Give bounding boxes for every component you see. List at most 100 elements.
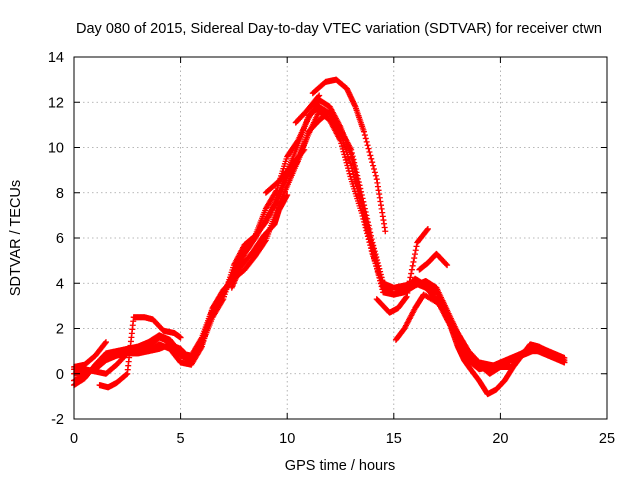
- x-tick-label: 10: [279, 431, 295, 447]
- chart-title: Day 080 of 2015, Sidereal Day-to-day VTE…: [76, 21, 602, 37]
- data-point: [369, 159, 376, 166]
- data-point: [353, 169, 360, 176]
- data-point: [373, 263, 380, 270]
- data-point: [371, 165, 378, 172]
- data-point: [443, 261, 450, 268]
- data-point: [405, 286, 412, 293]
- y-tick-label: 4: [56, 276, 64, 292]
- data-point: [424, 225, 431, 232]
- x-tick-label: 25: [599, 431, 615, 447]
- data-point: [300, 147, 307, 154]
- y-tick-label: 12: [48, 95, 64, 111]
- data-point: [355, 179, 362, 186]
- data-point: [375, 271, 382, 278]
- data-point: [348, 165, 355, 172]
- grid-lines: [74, 57, 607, 419]
- data-point: [353, 182, 360, 189]
- data-point: [366, 149, 373, 156]
- x-axis-label: GPS time / hours: [285, 458, 395, 474]
- y-axis-label: SDTVAR / TECUs: [8, 180, 24, 296]
- data-point: [444, 262, 451, 269]
- data-point: [411, 255, 418, 262]
- y-tick-label: -2: [51, 412, 64, 428]
- data-point: [363, 222, 370, 229]
- data-point: [364, 225, 371, 232]
- data-point: [544, 348, 551, 355]
- data-point: [355, 175, 362, 182]
- y-tick-labels: -2 0 2 4 6 8 10 12 14: [48, 50, 64, 428]
- data-point: [372, 172, 379, 179]
- data-point: [102, 339, 109, 346]
- data-point: [379, 286, 386, 293]
- data-point: [377, 280, 384, 287]
- data-point: [315, 93, 322, 100]
- data-point: [363, 138, 370, 145]
- data-point: [374, 266, 381, 273]
- data-point: [358, 203, 365, 210]
- x-tick-label: 0: [70, 431, 78, 447]
- data-point: [424, 226, 431, 233]
- data-point: [284, 192, 291, 199]
- y-tick-label: 8: [56, 186, 64, 202]
- data-point: [376, 274, 383, 281]
- y-tick-label: 6: [56, 231, 64, 247]
- data-point: [316, 92, 323, 99]
- data-point: [367, 242, 374, 249]
- series-pass-segments: [71, 76, 551, 398]
- data-point: [362, 219, 369, 226]
- data-point: [368, 245, 375, 252]
- data-point: [377, 277, 384, 284]
- data-point: [351, 177, 358, 184]
- y-tick-label: 10: [48, 141, 64, 157]
- y-tick-label: 14: [48, 50, 64, 66]
- data-point: [406, 278, 413, 285]
- data-point: [348, 149, 355, 156]
- data-point: [561, 359, 568, 366]
- data-point: [361, 213, 368, 220]
- data-point: [364, 229, 371, 236]
- data-point: [378, 283, 385, 290]
- data-point: [365, 232, 372, 239]
- data-point: [408, 270, 415, 277]
- data-point: [410, 258, 417, 265]
- axis-ticks: [73, 56, 608, 420]
- data-point: [354, 172, 361, 179]
- data-point: [368, 155, 375, 162]
- data-point: [374, 268, 381, 275]
- data-point: [367, 152, 374, 159]
- data-point: [347, 173, 354, 180]
- data-point: [360, 128, 367, 135]
- data-point: [352, 180, 359, 187]
- data-point: [350, 171, 357, 178]
- data-point: [349, 168, 356, 175]
- data-point: [366, 235, 373, 242]
- data-point: [371, 169, 378, 176]
- data-point: [262, 238, 269, 245]
- data-point: [403, 293, 410, 300]
- series-track-d: [71, 103, 568, 377]
- data-point: [364, 142, 371, 149]
- x-tick-label: 20: [492, 431, 508, 447]
- data-point: [408, 266, 415, 273]
- data-markers: [71, 76, 568, 398]
- x-tick-labels: 0 5 10 15 20 25: [70, 431, 615, 447]
- data-point: [371, 257, 378, 264]
- data-point: [177, 334, 184, 341]
- data-point: [382, 228, 389, 235]
- data-point: [362, 135, 369, 142]
- data-point: [413, 243, 420, 250]
- data-point: [358, 200, 365, 207]
- data-point: [348, 146, 355, 153]
- data-point: [354, 185, 361, 192]
- data-point: [355, 188, 362, 195]
- data-point: [342, 156, 349, 163]
- data-point: [367, 238, 374, 245]
- data-point: [404, 289, 411, 296]
- data-point: [359, 206, 366, 213]
- data-point: [351, 174, 358, 181]
- data-point: [370, 251, 377, 258]
- data-point: [369, 248, 376, 255]
- data-point: [301, 146, 308, 153]
- data-point: [370, 162, 377, 169]
